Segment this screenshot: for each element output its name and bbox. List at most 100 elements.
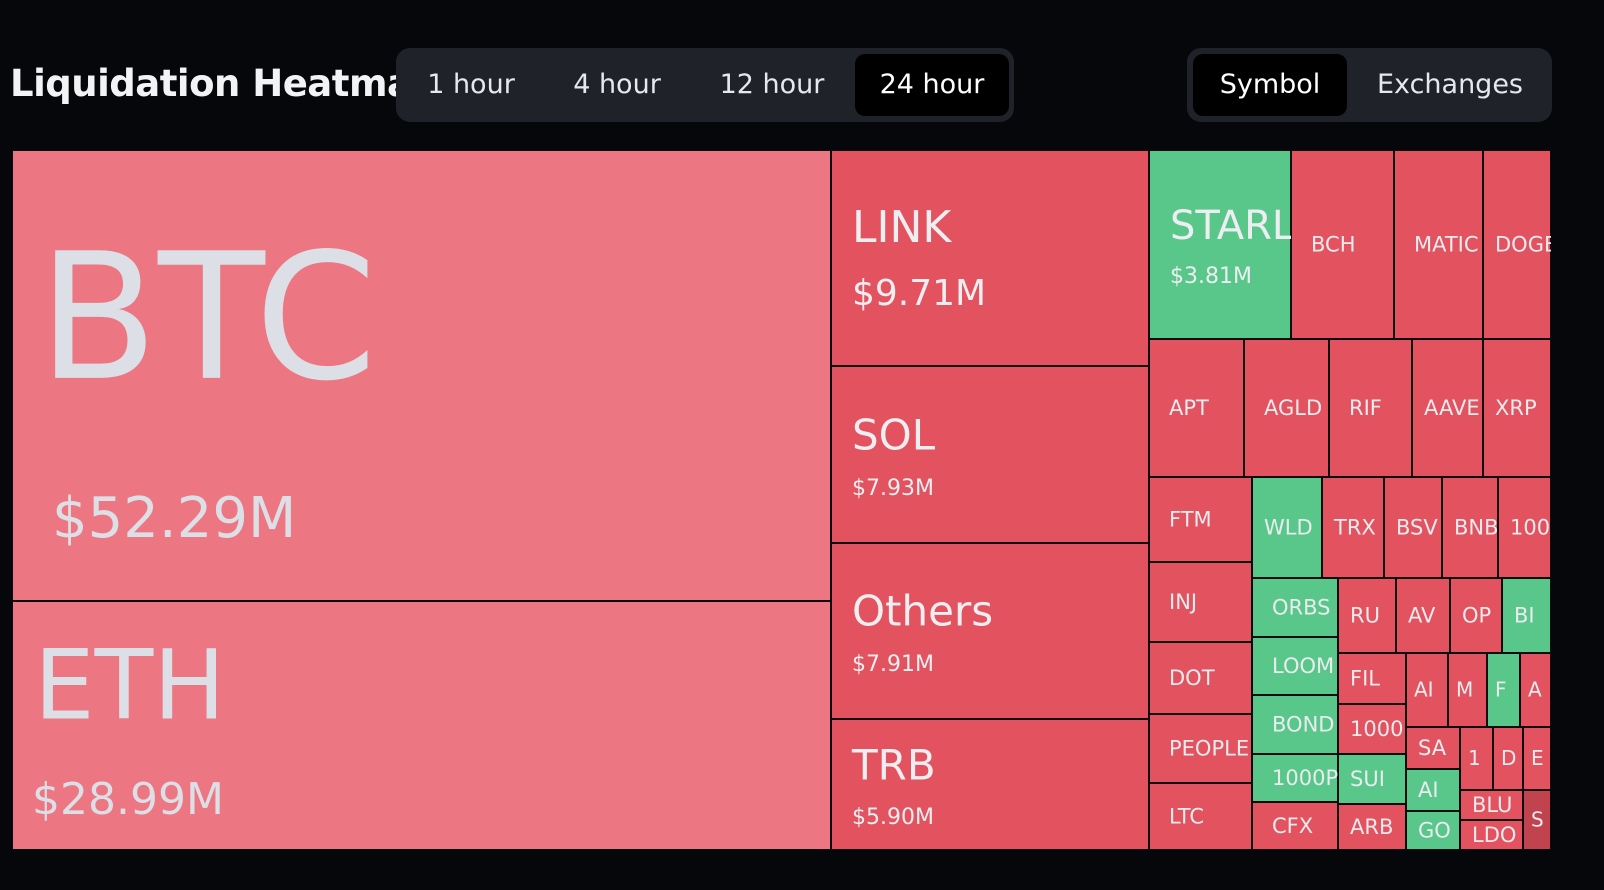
tile-label: M	[1456, 678, 1473, 702]
tile-background	[1338, 754, 1406, 804]
tile-label: DOGE	[1495, 233, 1557, 257]
tile[interactable]: 1000P	[1252, 754, 1338, 802]
tile-background	[1448, 653, 1487, 727]
tile[interactable]: RU	[1338, 578, 1396, 653]
tile[interactable]: D	[1493, 727, 1523, 790]
tile[interactable]: AI	[1406, 769, 1460, 811]
tile-background	[1329, 339, 1412, 477]
tile-background	[1460, 820, 1523, 850]
tile-background	[1396, 578, 1450, 653]
tile[interactable]: APT	[1149, 339, 1244, 477]
tile[interactable]: XRP	[1483, 339, 1551, 477]
tile[interactable]: BNB	[1442, 477, 1499, 578]
tile[interactable]: CFX	[1252, 802, 1338, 850]
tile-label: BOND	[1272, 713, 1334, 737]
tab[interactable]: 24 hour	[855, 54, 1009, 116]
tile-label: CFX	[1272, 814, 1313, 838]
tile-label: STARL	[1170, 203, 1295, 249]
tile-label: BI	[1514, 604, 1535, 628]
tile-label: GO	[1418, 819, 1451, 843]
tile[interactable]: ETH $28.99M	[12, 601, 831, 850]
tile[interactable]: BOND	[1252, 695, 1338, 754]
tile[interactable]: AAVE	[1412, 339, 1483, 477]
tile[interactable]: INJ	[1149, 562, 1252, 642]
tile-background	[831, 719, 1149, 850]
tile[interactable]: OP	[1450, 578, 1502, 653]
tab[interactable]: 1 hour	[427, 69, 515, 100]
tile[interactable]: E	[1523, 727, 1551, 790]
tile[interactable]: F	[1487, 653, 1520, 727]
tile[interactable]: TRB $5.90M	[831, 719, 1149, 850]
tile[interactable]: 1	[1460, 727, 1493, 790]
tab[interactable]: Exchanges	[1377, 69, 1523, 100]
tile[interactable]: BLU	[1460, 790, 1523, 820]
tile[interactable]: SOL $7.93M	[831, 366, 1149, 543]
tile-label: AV	[1408, 604, 1436, 628]
tile-background	[1412, 339, 1483, 477]
tile-background	[1338, 704, 1406, 754]
tile[interactable]: SA	[1406, 727, 1460, 769]
tile[interactable]: BI	[1502, 578, 1551, 653]
tab[interactable]: 12 hour	[719, 69, 825, 100]
tile-value: $7.91M	[852, 652, 934, 677]
tile[interactable]: STARL $3.81M	[1149, 150, 1295, 339]
tile[interactable]: DOT	[1149, 642, 1252, 714]
tile-label: S	[1531, 808, 1544, 832]
tile[interactable]: AI	[1406, 653, 1448, 727]
tile[interactable]: 100	[1498, 477, 1551, 578]
tile-value: $28.99M	[32, 774, 224, 825]
tile-label: FTM	[1169, 508, 1212, 532]
tile-label: BNB	[1454, 516, 1499, 540]
tile-background	[1460, 727, 1493, 790]
tile-background	[1149, 150, 1291, 339]
tile[interactable]: A	[1520, 653, 1551, 727]
tile-background	[1338, 653, 1406, 704]
tile[interactable]: WLD	[1252, 477, 1322, 578]
tile[interactable]: SUI	[1338, 754, 1406, 804]
tile-background	[1322, 477, 1384, 578]
tile[interactable]: LOOM	[1252, 637, 1338, 695]
tab[interactable]: Symbol	[1193, 54, 1347, 116]
tile[interactable]: TRX	[1322, 477, 1384, 578]
tile[interactable]: Others $7.91M	[831, 543, 1149, 719]
tile[interactable]: LDO	[1460, 820, 1523, 850]
tile[interactable]: AV	[1396, 578, 1450, 653]
tile-label: AAVE	[1424, 396, 1480, 420]
tile-background	[1406, 727, 1460, 769]
tile-background	[1149, 642, 1252, 714]
tile[interactable]: MATIC	[1394, 150, 1483, 339]
tile-label: INJ	[1169, 590, 1197, 614]
tile[interactable]: PEOPLE	[1149, 714, 1252, 783]
tile[interactable]: LTC	[1149, 783, 1252, 850]
tile[interactable]: 1000	[1338, 704, 1406, 754]
tile[interactable]: ORBS	[1252, 578, 1338, 637]
tile-label: 100	[1510, 516, 1550, 540]
tile[interactable]: GO	[1406, 811, 1460, 850]
tile-label: FIL	[1350, 667, 1380, 691]
tile[interactable]: AGLD	[1244, 339, 1329, 477]
tile-label: AI	[1418, 778, 1439, 802]
tile-background	[831, 366, 1149, 543]
tile[interactable]: M	[1448, 653, 1487, 727]
page-title: Liquidation Heatmap	[10, 62, 438, 105]
tile-background	[12, 601, 831, 850]
tile[interactable]: BSV	[1384, 477, 1442, 578]
tile-background	[1523, 790, 1551, 850]
tile[interactable]: FIL	[1338, 653, 1406, 704]
tile-label: 1	[1468, 746, 1481, 770]
tile[interactable]: BTC $52.29M	[12, 150, 831, 601]
tile[interactable]: BCH	[1291, 150, 1394, 339]
tile[interactable]: ARB	[1338, 804, 1406, 850]
tile[interactable]: DOGE	[1483, 150, 1557, 339]
tile-background	[1244, 339, 1329, 477]
tile[interactable]: LINK $9.71M	[831, 150, 1149, 366]
tile[interactable]: RIF	[1329, 339, 1412, 477]
tile[interactable]: FTM	[1149, 477, 1252, 562]
tile-background	[1252, 695, 1338, 754]
tile-label: BLU	[1472, 793, 1512, 817]
tile-background	[1338, 804, 1406, 850]
tile[interactable]: S	[1523, 790, 1551, 850]
tab[interactable]: 4 hour	[573, 69, 661, 100]
tile-label: OP	[1462, 604, 1491, 628]
tile-label: 1000P	[1272, 766, 1338, 790]
